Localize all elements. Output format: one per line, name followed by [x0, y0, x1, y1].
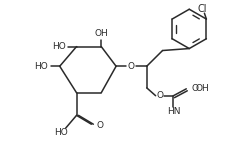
Text: O: O — [96, 121, 103, 130]
Text: O: O — [191, 84, 198, 93]
Text: HN: HN — [167, 107, 180, 116]
Text: HO: HO — [52, 42, 66, 51]
Text: OH: OH — [94, 29, 108, 38]
Text: O: O — [156, 91, 163, 100]
Text: HO: HO — [54, 128, 68, 137]
Text: Cl: Cl — [198, 4, 207, 14]
Text: O: O — [127, 62, 134, 71]
Text: HO: HO — [34, 62, 48, 71]
Text: OH: OH — [195, 84, 209, 93]
